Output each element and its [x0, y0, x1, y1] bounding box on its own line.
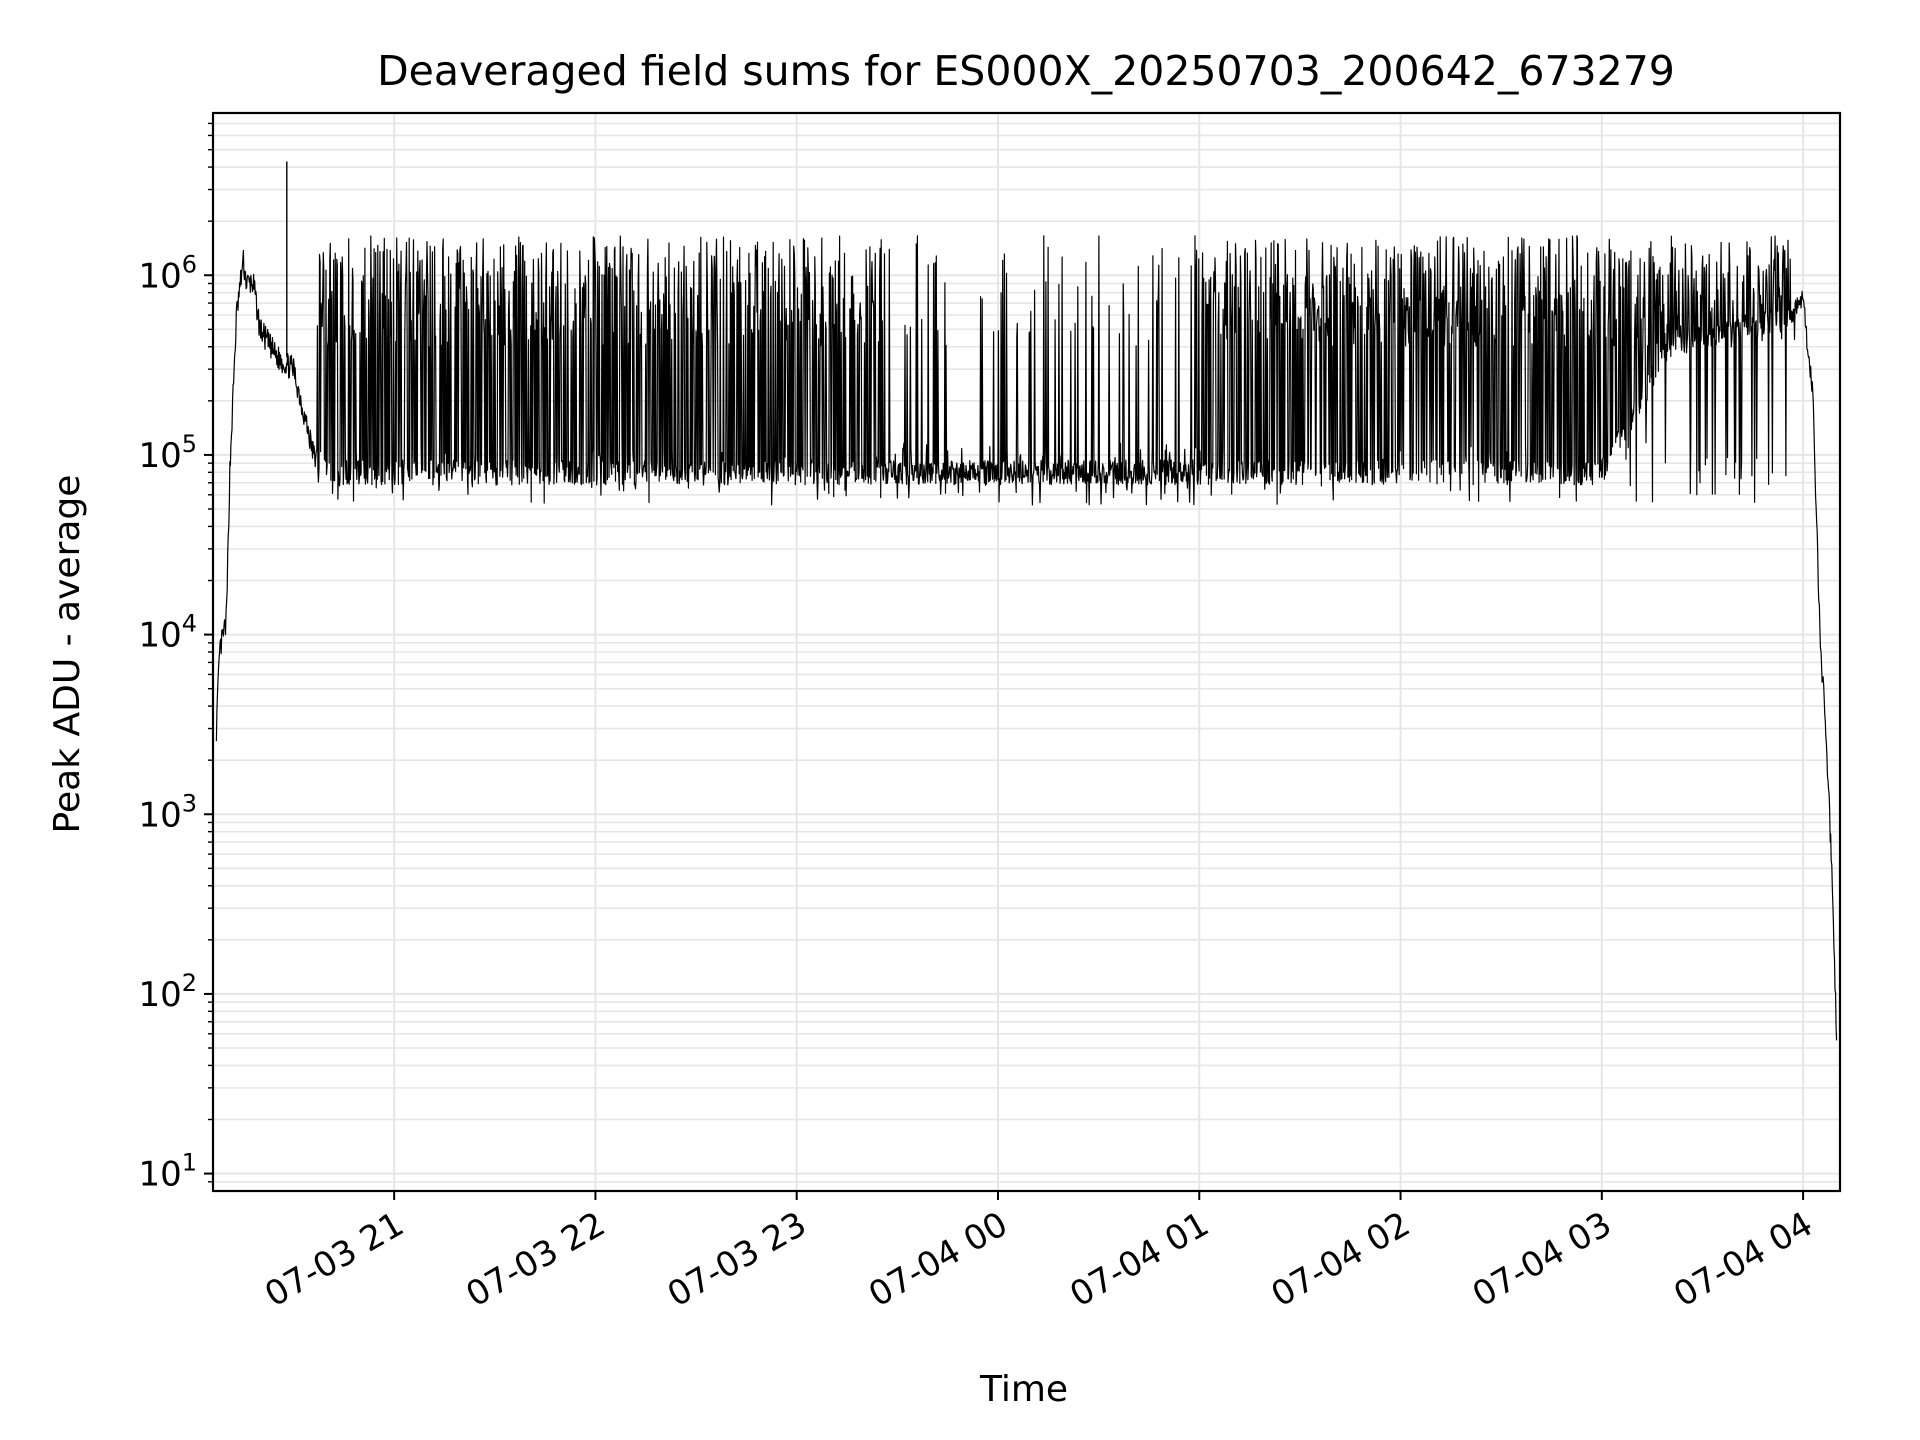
y-axis-label: Peak ADU - average [47, 475, 88, 834]
y-tick-label: 104 [138, 610, 197, 656]
x-tick-label: 07-03 22 [460, 1204, 612, 1315]
y-tick-label: 103 [138, 789, 197, 835]
x-tick-label: 07-04 03 [1466, 1204, 1618, 1315]
series-line [215, 235, 1838, 1041]
x-tick-label: 07-04 01 [1063, 1204, 1215, 1315]
series-group [215, 161, 1838, 1041]
x-tick-label: 07-04 00 [862, 1204, 1014, 1315]
x-tick-label: 07-04 04 [1667, 1204, 1819, 1315]
chart-title: Deaveraged field sums for ES000X_2025070… [377, 47, 1675, 95]
y-tick-label: 102 [138, 969, 197, 1015]
y-tick-label: 101 [138, 1149, 197, 1195]
x-axis-label: Time [979, 1369, 1068, 1410]
x-tick-label: 07-03 21 [258, 1204, 410, 1315]
x-tick-label: 07-04 02 [1265, 1204, 1417, 1315]
x-tick-label: 07-03 23 [661, 1204, 813, 1315]
y-tick-label: 106 [138, 250, 197, 296]
y-tick-label: 105 [138, 430, 197, 476]
